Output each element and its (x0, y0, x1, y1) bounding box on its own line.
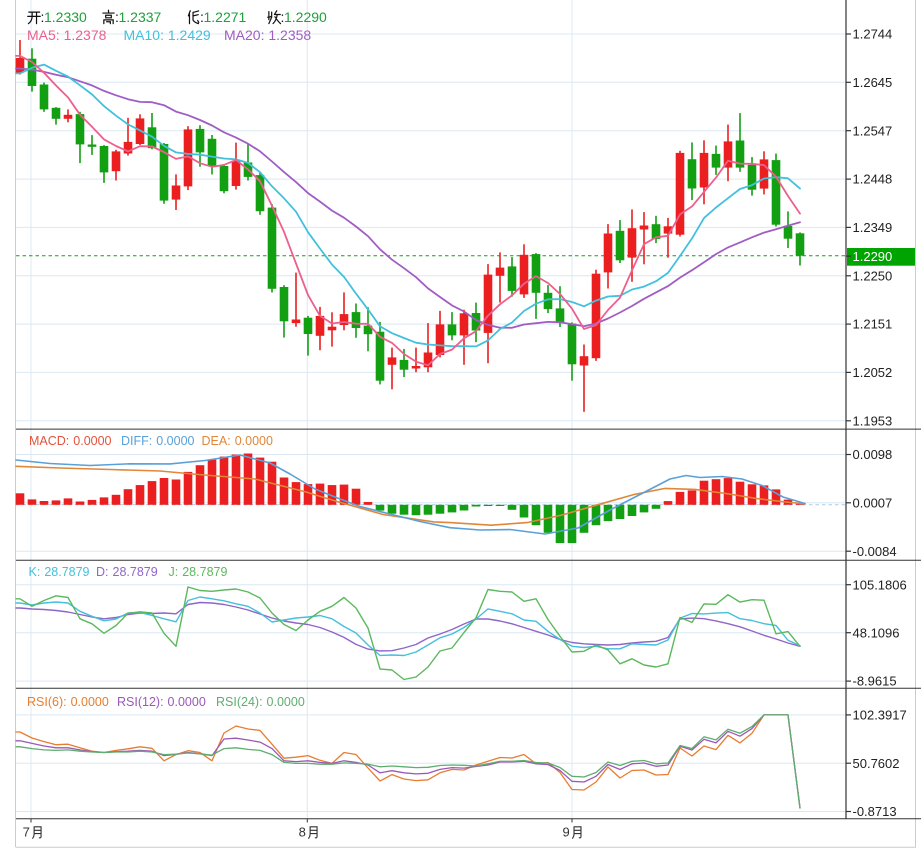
svg-text:RSI(24):0.0000: RSI(24): 0.0000 (216, 695, 305, 709)
svg-text:0.0007: 0.0007 (853, 495, 893, 510)
svg-text:-0.0084: -0.0084 (853, 544, 897, 559)
svg-text:1.2250: 1.2250 (853, 268, 893, 283)
svg-text:1.1953: 1.1953 (853, 413, 893, 428)
svg-text:DEA:0.0000: DEA: 0.0000 (202, 434, 273, 448)
svg-text:1.2290: 1.2290 (284, 9, 327, 25)
svg-text:0.0098: 0.0098 (853, 447, 893, 462)
svg-text:1.2151: 1.2151 (853, 317, 893, 332)
svg-text:1.2448: 1.2448 (853, 172, 893, 187)
svg-text:1.2337: 1.2337 (119, 9, 162, 25)
svg-text:D:28.7879: D: 28.7879 (96, 565, 158, 579)
svg-text:-0.8713: -0.8713 (853, 804, 897, 819)
svg-text:1.2290: 1.2290 (853, 249, 893, 264)
svg-text:1.2547: 1.2547 (853, 123, 893, 138)
svg-text:1.2052: 1.2052 (853, 365, 893, 380)
svg-text:-8.9615: -8.9615 (853, 674, 897, 689)
svg-text:MA20: 1.2358: MA20: 1.2358 (224, 27, 311, 43)
svg-text:MA10: 1.2429: MA10: 1.2429 (124, 27, 211, 43)
svg-text::: : (281, 9, 285, 25)
svg-text::: : (200, 9, 204, 25)
svg-text:K:28.7879: K: 28.7879 (29, 565, 90, 579)
svg-text:DIFF:0.0000: DIFF: 0.0000 (121, 434, 195, 448)
svg-text::: : (115, 9, 119, 25)
svg-text:102.3917: 102.3917 (853, 708, 907, 723)
svg-text:MA5: 1.2378: MA5: 1.2378 (27, 27, 107, 43)
svg-text:1.2349: 1.2349 (853, 220, 893, 235)
svg-text:105.1806: 105.1806 (853, 577, 907, 592)
svg-text:RSI(12):0.0000: RSI(12): 0.0000 (117, 695, 206, 709)
svg-text:1.2271: 1.2271 (204, 9, 247, 25)
svg-text:7: 7 (23, 825, 30, 840)
svg-text::: : (41, 9, 45, 25)
svg-text:1.2330: 1.2330 (44, 9, 87, 25)
svg-text:1.2744: 1.2744 (853, 27, 893, 42)
svg-text:8: 8 (299, 825, 306, 840)
svg-text:1.2645: 1.2645 (853, 75, 893, 90)
svg-text:J:28.7879: J: 28.7879 (169, 565, 228, 579)
svg-text:50.7602: 50.7602 (853, 756, 900, 771)
svg-text:9: 9 (563, 825, 570, 840)
svg-text:48.1096: 48.1096 (853, 625, 900, 640)
